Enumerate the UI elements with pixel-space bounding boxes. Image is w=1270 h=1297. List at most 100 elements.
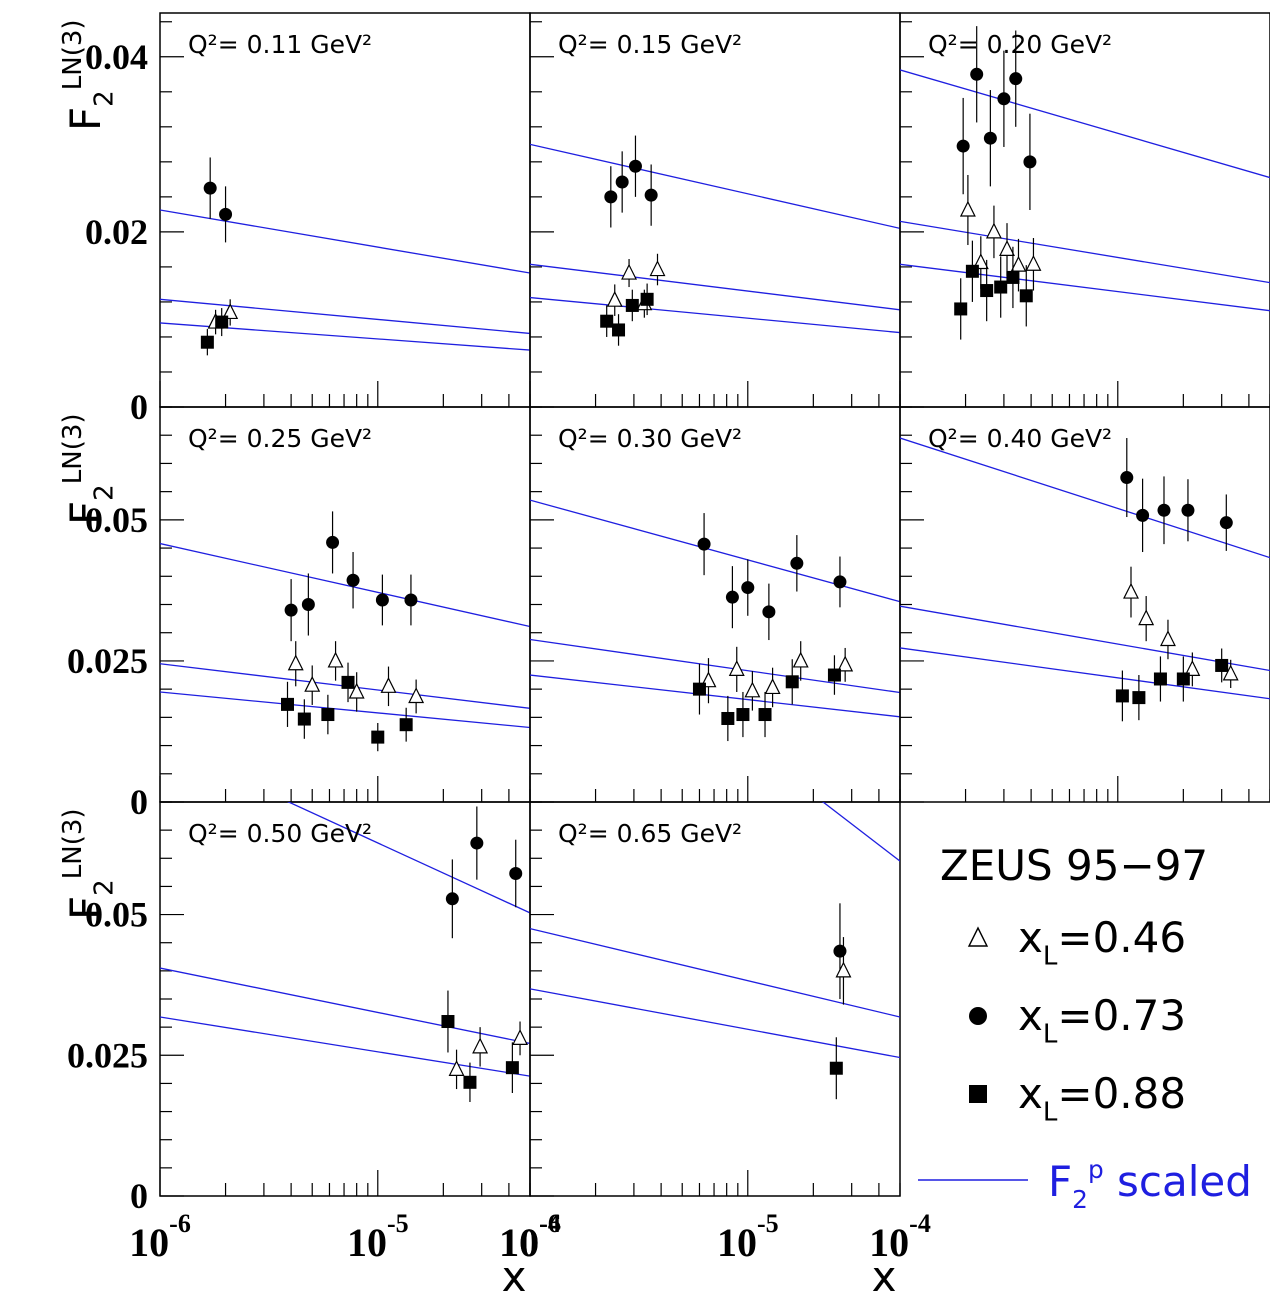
- point-xl-0.73: [956, 139, 970, 153]
- point-xl-0.46: [304, 675, 321, 692]
- point-xl-0.73: [833, 944, 847, 958]
- q2-label: Q²= 0.30 GeV²: [558, 424, 742, 453]
- panel-frame: [899, 406, 1270, 803]
- point-xl-0.88: [625, 298, 639, 312]
- y-axis-title: F2LN(3): [58, 413, 120, 525]
- f2p-scaled-curve: [530, 674, 900, 718]
- panel-frame: [529, 406, 901, 803]
- point-xl-0.73: [741, 581, 755, 595]
- point-xl-0.73: [445, 892, 459, 906]
- point-xl-0.73: [1219, 516, 1233, 530]
- f2p-scaled-curve: [900, 437, 1270, 559]
- x-tick-label: 10-6: [499, 1209, 561, 1265]
- legend-marker-square: [969, 1085, 987, 1103]
- f2p-scaled-curve: [900, 647, 1270, 700]
- point-xl-0.73: [346, 573, 360, 587]
- panel-content: [160, 802, 530, 1103]
- point-xl-0.73: [604, 190, 618, 204]
- panel-4: 0 0.025 0.05 Q²= 0.25 GeV²: [67, 406, 531, 822]
- f2p-scaled-curve: [160, 298, 530, 335]
- point-xl-0.88: [612, 323, 626, 337]
- point-xl-0.46: [792, 651, 809, 668]
- y-axis-title-text: F2LN(3): [58, 413, 120, 525]
- legend-label-f2p: F2p scaled: [1048, 1155, 1252, 1214]
- point-xl-0.73: [470, 836, 484, 850]
- y-tick-label: 0.05: [85, 500, 148, 540]
- point-xl-0.73: [833, 575, 847, 589]
- point-xl-0.46: [606, 290, 623, 307]
- q2-label: Q²= 0.65 GeV²: [558, 819, 742, 848]
- y-tick-label: 0.05: [85, 895, 148, 935]
- y-tick-label: 0.025: [67, 1035, 148, 1075]
- legend-label: xL=0.88: [1018, 1069, 1186, 1128]
- point-xl-0.46: [448, 1060, 465, 1076]
- y-tick-label: 0: [130, 387, 148, 427]
- f2p-scaled-curve: [900, 605, 1270, 672]
- point-xl-0.73: [997, 92, 1011, 106]
- y-tick-label: 0.02: [85, 212, 148, 252]
- point-xl-0.73: [509, 866, 523, 880]
- point-xl-0.73: [301, 598, 315, 611]
- point-xl-0.73: [375, 593, 389, 607]
- point-xl-0.73: [970, 67, 984, 81]
- legend-marker-triangle: [967, 926, 989, 947]
- x-axis-title: x: [872, 1252, 897, 1297]
- legend-label: xL=0.46: [1018, 913, 1186, 972]
- point-xl-0.46: [1138, 609, 1155, 626]
- f2p-scaled-curve: [160, 1016, 530, 1077]
- panel-content: [530, 802, 900, 1100]
- y-tick-label: 0: [130, 782, 148, 822]
- point-xl-0.73: [790, 556, 804, 570]
- legend: ZEUS 95−97 xL=0.46 xL=0.73 xL=0.88 F2p scale…: [918, 841, 1252, 1214]
- point-xl-0.88: [785, 675, 799, 689]
- point-xl-0.46: [380, 676, 397, 693]
- point-xl-0.88: [721, 711, 735, 725]
- point-xl-0.88: [1176, 672, 1190, 686]
- point-xl-0.73: [1157, 503, 1171, 517]
- point-xl-0.46: [348, 682, 365, 699]
- point-xl-0.88: [600, 314, 614, 328]
- point-xl-0.46: [835, 961, 852, 978]
- f2p-scaled-curve: [160, 209, 530, 274]
- q2-label: Q²= 0.40 GeV²: [928, 424, 1112, 453]
- point-xl-0.88: [215, 315, 229, 329]
- point-xl-0.88: [1132, 691, 1146, 705]
- panel-1: 0 0.02 0.04 Q²= 0.11 GeV²: [85, 12, 531, 427]
- point-xl-0.88: [399, 718, 413, 732]
- point-xl-0.88: [200, 335, 214, 349]
- point-xl-0.73: [983, 131, 997, 145]
- f2p-scaled-curve: [160, 967, 530, 1045]
- point-xl-0.46: [959, 200, 976, 217]
- point-xl-0.73: [1023, 155, 1037, 169]
- q2-label: Q²= 0.20 GeV²: [928, 30, 1112, 59]
- point-xl-0.46: [287, 654, 304, 671]
- point-xl-0.88: [829, 1061, 843, 1075]
- panel-content: [160, 157, 530, 356]
- point-xl-0.46: [1025, 254, 1042, 271]
- point-xl-0.73: [762, 605, 776, 619]
- point-xl-0.46: [985, 222, 1002, 239]
- point-xl-0.88: [1006, 270, 1020, 284]
- point-xl-0.73: [644, 188, 658, 202]
- f2p-scaled-curve: [822, 802, 900, 862]
- point-xl-0.73: [203, 181, 217, 195]
- panel-frame: [159, 406, 531, 803]
- panel-frame: [899, 12, 1270, 408]
- f2p-scaled-curve: [900, 69, 1270, 179]
- panel-5: Q²= 0.30 GeV²: [529, 406, 901, 803]
- f2p-scaled-curve: [530, 638, 900, 694]
- f2p-scaled-curve: [900, 263, 1270, 312]
- y-axis-title: F2LN(3): [58, 19, 120, 131]
- f2p-scaled-curve: [287, 802, 530, 914]
- y-axis-title-text: F2LN(3): [58, 808, 120, 920]
- point-xl-0.88: [692, 682, 706, 696]
- point-xl-0.73: [1120, 471, 1134, 485]
- f2p-scaled-curve: [530, 988, 900, 1059]
- point-xl-0.46: [472, 1037, 489, 1054]
- x-tick-label: 10-4: [869, 1209, 931, 1265]
- point-xl-0.88: [281, 697, 295, 711]
- panel-6: Q²= 0.40 GeV²: [899, 406, 1270, 803]
- panel-3: Q²= 0.20 GeV²: [899, 12, 1270, 408]
